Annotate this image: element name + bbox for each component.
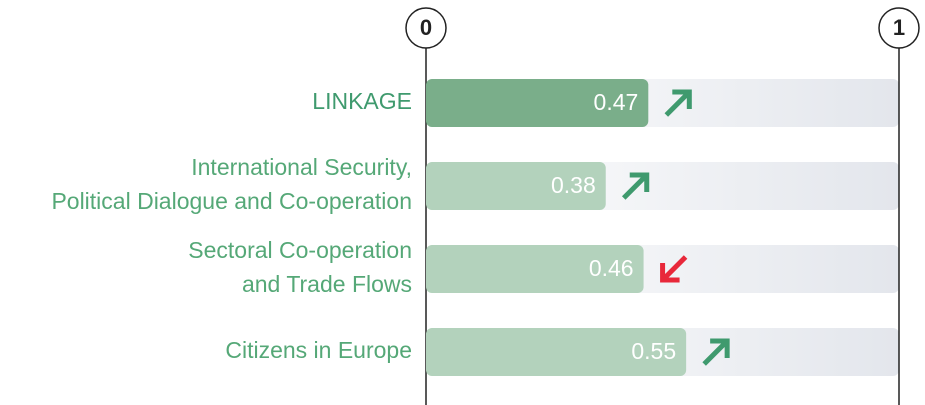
value-label: 0.55: [631, 338, 676, 364]
trend-arrow: [664, 89, 692, 117]
bar: [426, 162, 606, 210]
trend-arrow: [702, 338, 730, 366]
value-label: 0.47: [594, 89, 639, 115]
bar: [426, 245, 644, 293]
tick-circle: [878, 7, 920, 49]
value-label: 0.46: [589, 255, 634, 281]
category-label: Sectoral Co-operation: [188, 237, 412, 263]
category-label: Citizens in Europe: [225, 337, 412, 363]
bar: [426, 328, 687, 376]
category-label: LINKAGE: [312, 88, 412, 114]
tick-circle: [405, 7, 447, 49]
category-label: and Trade Flows: [242, 271, 412, 297]
x-tick-label: 1: [893, 15, 905, 40]
trend-arrow: [621, 172, 650, 200]
x-tick-label: 0: [420, 15, 432, 40]
trend-arrow: [660, 255, 688, 283]
category-label: International Security,: [191, 154, 412, 180]
bar: [426, 79, 649, 127]
value-label: 0.38: [551, 172, 596, 198]
category-label: Political Dialogue and Co-operation: [51, 188, 412, 214]
